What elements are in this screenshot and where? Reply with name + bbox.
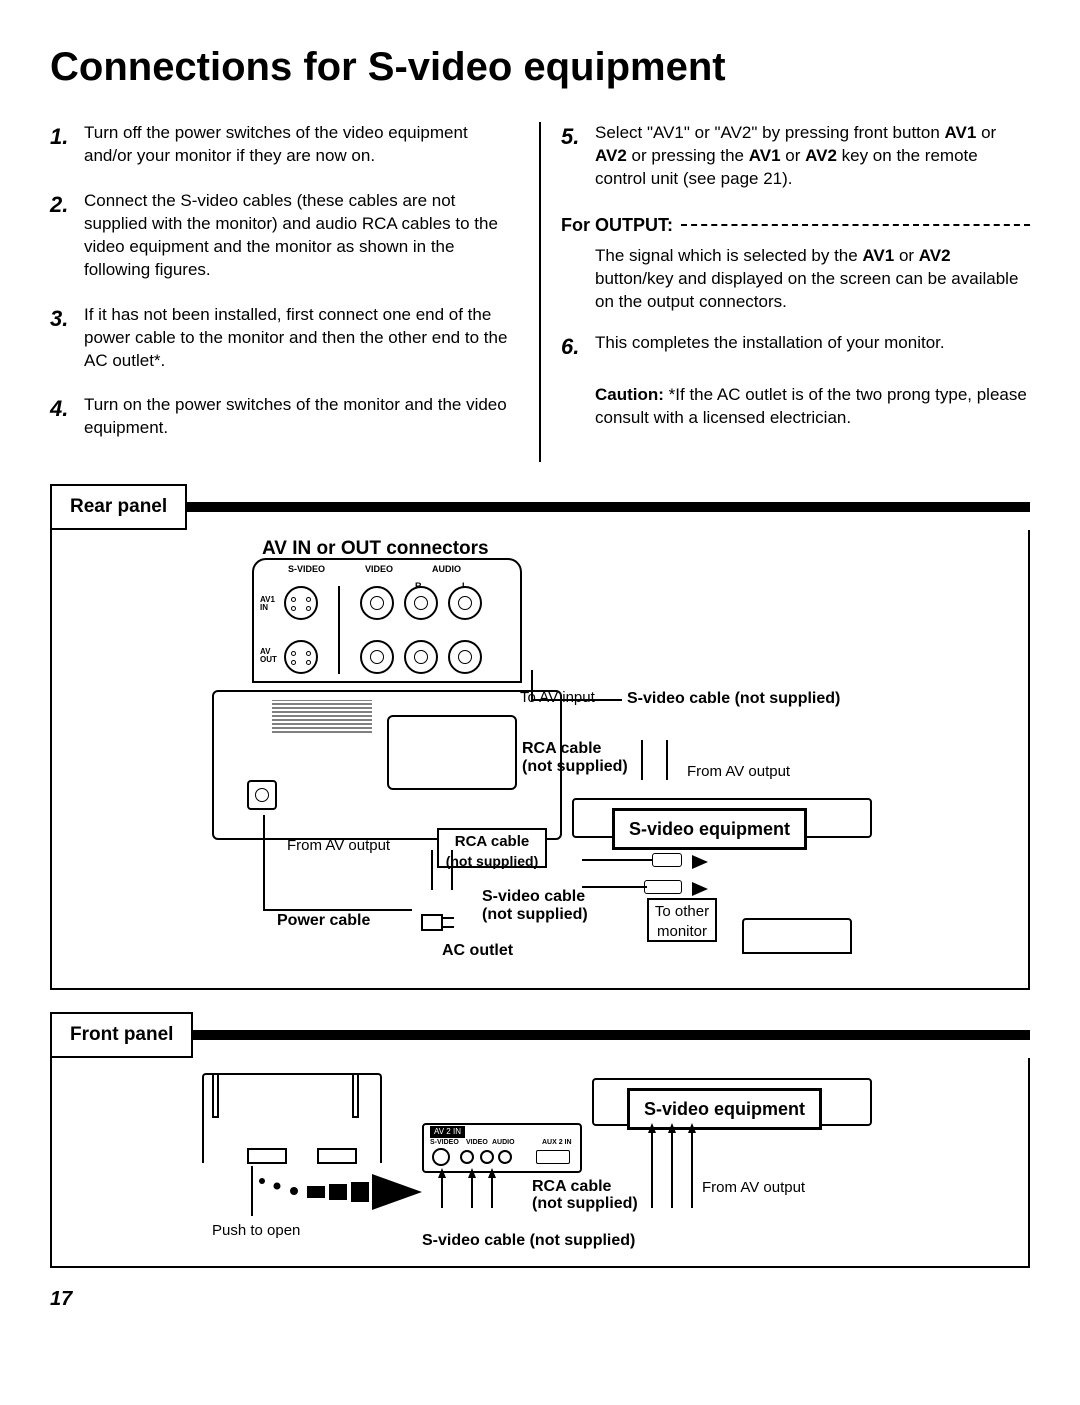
power-inlet-icon: [247, 780, 277, 810]
panel-header-bar: [191, 1030, 1030, 1040]
front-panel-diagram: AV 2 IN S-VIDEO VIDEO AUDIO AUX 2 IN S-v…: [50, 1058, 1030, 1268]
for-output-label: For OUTPUT:: [561, 213, 673, 237]
svideo-equipment-box: S-video equipment: [612, 808, 807, 850]
step-6: 6. This completes the installation of yo…: [561, 332, 1030, 362]
step-text: If it has not been installed, first conn…: [84, 304, 519, 373]
rear-panel-header: Rear panel: [50, 484, 1030, 530]
step-1: 1. Turn off the power switches of the vi…: [50, 122, 519, 168]
instruction-columns: 1. Turn off the power switches of the vi…: [50, 122, 1030, 462]
caution-block: Caution: *If the AC outlet is of the two…: [561, 384, 1030, 430]
step-number: 3.: [50, 304, 84, 373]
step-text: Turn off the power switches of the video…: [84, 122, 519, 168]
av2-in-badge: AV 2 IN: [430, 1126, 465, 1139]
monitor-edge: [352, 1073, 359, 1118]
step-number: 6.: [561, 332, 595, 362]
front-audio-r-connector-icon: [480, 1150, 494, 1164]
monitor-stand-icon: [317, 1148, 357, 1164]
other-monitor-outline: [742, 918, 852, 954]
audio-header-label: AUDIO: [432, 563, 461, 575]
front-rca-cable-label: RCA cable(not supplied): [532, 1178, 638, 1213]
audio-r-in-connector-icon: [404, 586, 438, 620]
rear-panel-label: Rear panel: [50, 484, 187, 530]
monitor-edge: [212, 1073, 219, 1118]
av1-in-label: AV1IN: [260, 596, 275, 612]
front-svideo-connector-icon: [432, 1148, 450, 1166]
video-out-connector-icon: [360, 640, 394, 674]
monitor-stand-icon: [247, 1148, 287, 1164]
rca-cable-label-2: RCA cable(not supplied): [437, 828, 547, 868]
audio-l-in-connector-icon: [448, 586, 482, 620]
front-video-label: VIDEO: [466, 1138, 488, 1147]
front-from-av-output-label: From AV output: [702, 1178, 805, 1198]
front-audio-l-connector-icon: [498, 1150, 512, 1164]
step-3: 3. If it has not been installed, first c…: [50, 304, 519, 373]
step-text: Turn on the power switches of the monito…: [84, 394, 519, 440]
front-panel-label: Front panel: [50, 1012, 193, 1058]
step-number: 2.: [50, 190, 84, 282]
svideo-header-label: S-VIDEO: [288, 563, 325, 575]
step-5: 5. Select "AV1" or "AV2" by pressing fro…: [561, 122, 1030, 191]
page-number: 17: [50, 1286, 1030, 1313]
step-text: Select "AV1" or "AV2" by pressing front …: [595, 122, 1030, 191]
step-4: 4. Turn on the power switches of the mon…: [50, 394, 519, 440]
step-2: 2. Connect the S-video cables (these cab…: [50, 190, 519, 282]
video-header-label: VIDEO: [365, 563, 393, 575]
column-right: 5. Select "AV1" or "AV2" by pressing fro…: [541, 122, 1030, 462]
plug-icon: [652, 853, 682, 867]
monitor-inner-panel: [387, 715, 517, 790]
ac-plug-icon: [412, 910, 462, 940]
svideo-cable-label-bottom: S-video cable(not supplied): [482, 888, 588, 923]
front-aux2-label: AUX 2 IN: [542, 1138, 572, 1147]
svideo-cable-label-top: S-video cable (not supplied): [627, 688, 840, 710]
front-svideo-cable-label: S-video cable (not supplied): [422, 1230, 635, 1252]
page-title: Connections for S-video equipment: [50, 40, 1030, 94]
step-number: 4.: [50, 394, 84, 440]
step-number: 5.: [561, 122, 595, 191]
arrow-right-icon: [692, 855, 708, 869]
from-av-output-label-2: From AV output: [287, 836, 390, 856]
step-text: This completes the installation of your …: [595, 332, 1030, 362]
audio-r-out-connector-icon: [404, 640, 438, 674]
front-aux-connector-icon: [536, 1150, 570, 1164]
to-av-input-label: To AV input: [520, 688, 595, 708]
front-svideo-equipment-box: S-video equipment: [627, 1088, 822, 1130]
rca-cable-label-1: RCA cable(not supplied): [522, 740, 628, 775]
push-open-arrow-icon: [252, 1166, 432, 1211]
arrow-right-icon: [692, 882, 708, 896]
connector-separator: [338, 586, 340, 674]
caution-label: Caution:: [595, 385, 664, 404]
av-out-label: AVOUT: [260, 648, 277, 664]
power-cable-label: Power cable: [277, 910, 370, 932]
step-number: 1.: [50, 122, 84, 168]
panel-header-bar: [185, 502, 1030, 512]
ac-outlet-label: AC outlet: [442, 940, 513, 962]
rear-panel-diagram: AV IN or OUT connectors S-VIDEO VIDEO AU…: [50, 530, 1030, 990]
audio-l-out-connector-icon: [448, 640, 482, 674]
plug-icon: [644, 880, 682, 894]
front-panel-header: Front panel: [50, 1012, 1030, 1058]
column-left: 1. Turn off the power switches of the vi…: [50, 122, 539, 462]
svideo-in-connector-icon: [284, 586, 318, 620]
front-svideo-label: S-VIDEO: [430, 1138, 459, 1147]
push-to-open-label: Push to open: [212, 1221, 300, 1241]
for-output-divider: [681, 224, 1030, 226]
front-audio-label: AUDIO: [492, 1138, 515, 1147]
for-output-text: The signal which is selected by the AV1 …: [561, 245, 1030, 314]
step-text: Connect the S-video cables (these cables…: [84, 190, 519, 282]
for-output-header: For OUTPUT:: [561, 213, 1030, 237]
from-av-output-label-1: From AV output: [687, 762, 790, 782]
front-video-connector-icon: [460, 1150, 474, 1164]
video-in-connector-icon: [360, 586, 394, 620]
vent-grille-icon: [272, 700, 372, 740]
svideo-out-connector-icon: [284, 640, 318, 674]
to-other-monitor-label: To other monitor: [647, 898, 717, 942]
